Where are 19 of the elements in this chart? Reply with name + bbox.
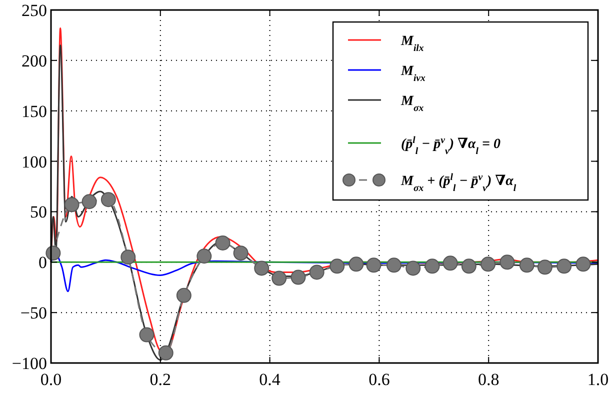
x-tick-label: 0.2 (150, 370, 172, 389)
text: M$_{σx}$ + (p̄$^{l}$$_{l}$ − p̄$^{v}$$_{v}$) ∇α$_{l}$ (401, 172, 516, 194)
y-tick-label: 200 (22, 51, 47, 70)
text: (p̄$^{l}$$_{l}$ − p̄$^{v}$$_{v}$) ∇α$_{l}$ = 0 (401, 134, 501, 156)
x-tick-label: 0.0 (40, 370, 62, 389)
y-tick-label: −100 (12, 354, 47, 373)
x-tick-label: 0.6 (368, 370, 390, 389)
y-tick-label: 50 (30, 202, 47, 222)
y-tick-label: −50 (20, 304, 47, 323)
y-tick-label: 150 (22, 102, 47, 121)
y-tick-label: 100 (22, 152, 47, 172)
y-tick-label: 0 (38, 253, 47, 272)
y-tick-label: 250 (22, 1, 47, 20)
legend-label: M$_{σx}$ (400, 94, 424, 114)
x-tick-label: 0.8 (478, 370, 500, 389)
legend-label: M$_{ilx}$ (400, 34, 424, 54)
x-tick-label: 1.0 (587, 370, 609, 389)
legend-label: M$_{ivx}$ (400, 64, 426, 84)
x-tick-label: 0.4 (259, 370, 281, 389)
